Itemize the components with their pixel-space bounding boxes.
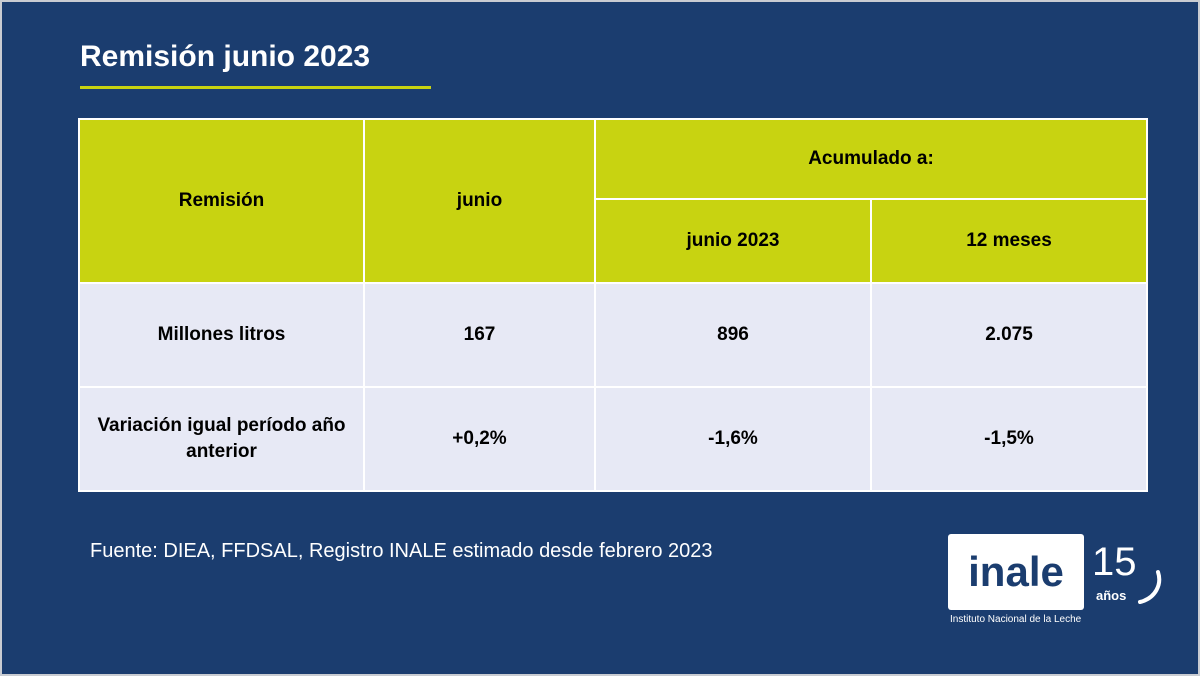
header-remision: Remisión xyxy=(78,118,365,284)
inale-logo: inale xyxy=(948,534,1084,610)
anniversary-arc-icon xyxy=(1138,570,1162,604)
cell-junio-2023: 896 xyxy=(594,282,872,388)
table-header-row: Remisión junio Acumulado a: xyxy=(78,118,1148,284)
cell-12-meses: 2.075 xyxy=(870,282,1148,388)
header-12-meses: 12 meses xyxy=(870,198,1148,284)
header-acumulado: Acumulado a: xyxy=(594,118,1148,200)
header-junio-2023: junio 2023 xyxy=(594,198,872,284)
row-label: Millones litros xyxy=(78,282,365,388)
logo-subtitle: Instituto Nacional de la Leche xyxy=(950,614,1082,625)
anniversary-word: años xyxy=(1096,588,1127,603)
table-row: Millones litros 167 896 2.075 xyxy=(78,282,1148,388)
logo-wordmark: inale xyxy=(968,548,1064,595)
cell-12-meses: -1,5% xyxy=(870,386,1148,492)
row-label: Variación igual período año anterior xyxy=(78,386,365,492)
remision-table: Remisión junio Acumulado a: junio 2023 1… xyxy=(78,118,1148,492)
cell-junio-2023: -1,6% xyxy=(594,386,872,492)
table-row: Variación igual período año anterior +0,… xyxy=(78,386,1148,492)
source-note: Fuente: DIEA, FFDSAL, Registro INALE est… xyxy=(90,540,713,562)
header-junio: junio xyxy=(363,118,596,284)
table-subheader-row: junio 2023 12 meses xyxy=(79,198,1148,284)
anniversary-number: 15 xyxy=(1092,540,1137,584)
slide-title: Remisión junio 2023 xyxy=(80,40,371,73)
cell-junio: 167 xyxy=(363,282,596,388)
cell-junio: +0,2% xyxy=(363,386,596,492)
title-underline xyxy=(80,86,431,89)
